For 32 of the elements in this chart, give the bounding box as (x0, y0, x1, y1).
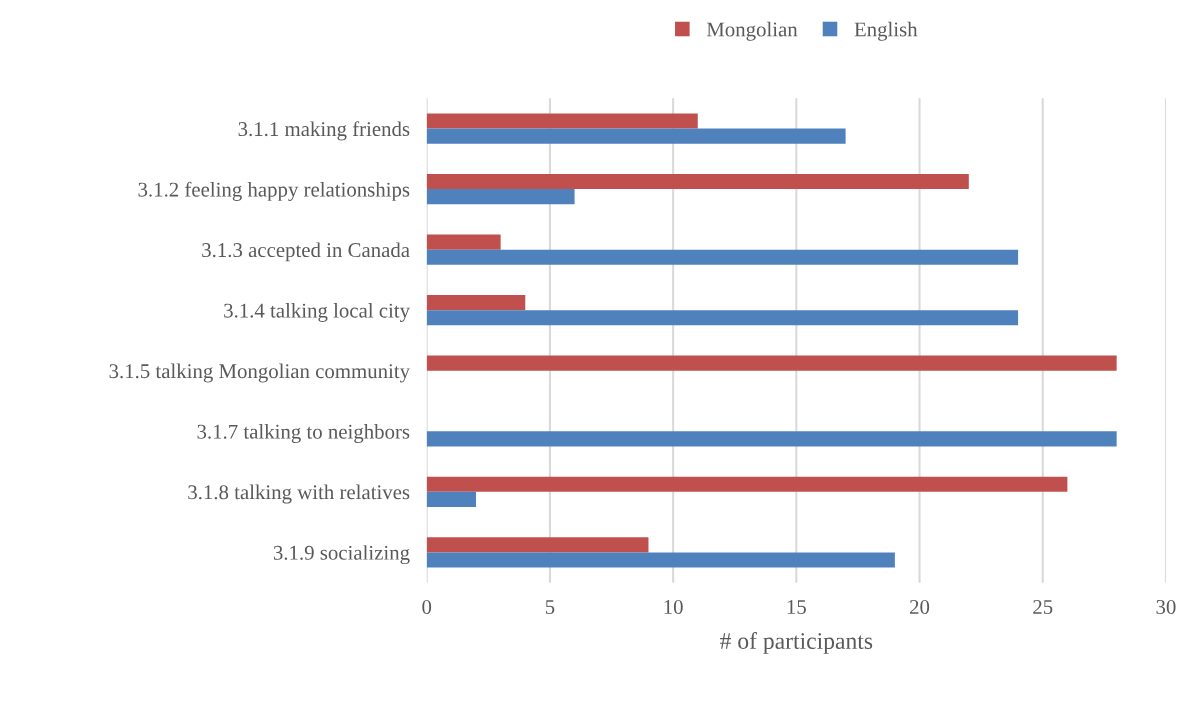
x-axis-title: # of participants (720, 632, 873, 654)
bar (426, 173, 969, 190)
legend-label: English (854, 21, 918, 41)
x-tick-label: 20 (910, 599, 930, 614)
y-tick-label: 3.1.4 talking local city (224, 302, 410, 322)
bar (426, 113, 698, 129)
y-tick-label: 3.1.5 talking Mongolian community (109, 363, 410, 383)
bar (426, 249, 1019, 265)
bar (426, 552, 895, 568)
x-tick-label: 30 (1156, 599, 1176, 614)
legend-label: Mongolian (706, 21, 798, 41)
bar (426, 234, 501, 250)
bar (426, 128, 846, 144)
x-tick-label: 10 (664, 599, 683, 614)
bar (426, 310, 1019, 326)
bar (426, 491, 476, 507)
bar (426, 355, 1117, 371)
y-tick-label: 3.1.9 socializing (273, 545, 410, 565)
bar (426, 431, 1117, 447)
y-tick-label: 3.1.8 talking with relatives (188, 484, 410, 504)
y-tick-label: 3.1.2 feeling happy relationships (138, 181, 410, 201)
y-tick-label: 3.1.1 making friends (238, 121, 410, 141)
x-tick-label: 25 (1033, 599, 1053, 614)
x-tick-label: 0 (422, 599, 432, 614)
x-tick-label: 5 (545, 600, 555, 614)
bar (426, 537, 649, 553)
y-tick-label: 3.1.3 accepted in Canada (202, 242, 410, 262)
bar (426, 295, 526, 311)
bar (426, 189, 575, 205)
x-tick-label: 15 (787, 600, 806, 614)
bar (426, 476, 1068, 492)
y-tick-label: 3.1.7 talking to neighbors (197, 424, 410, 444)
